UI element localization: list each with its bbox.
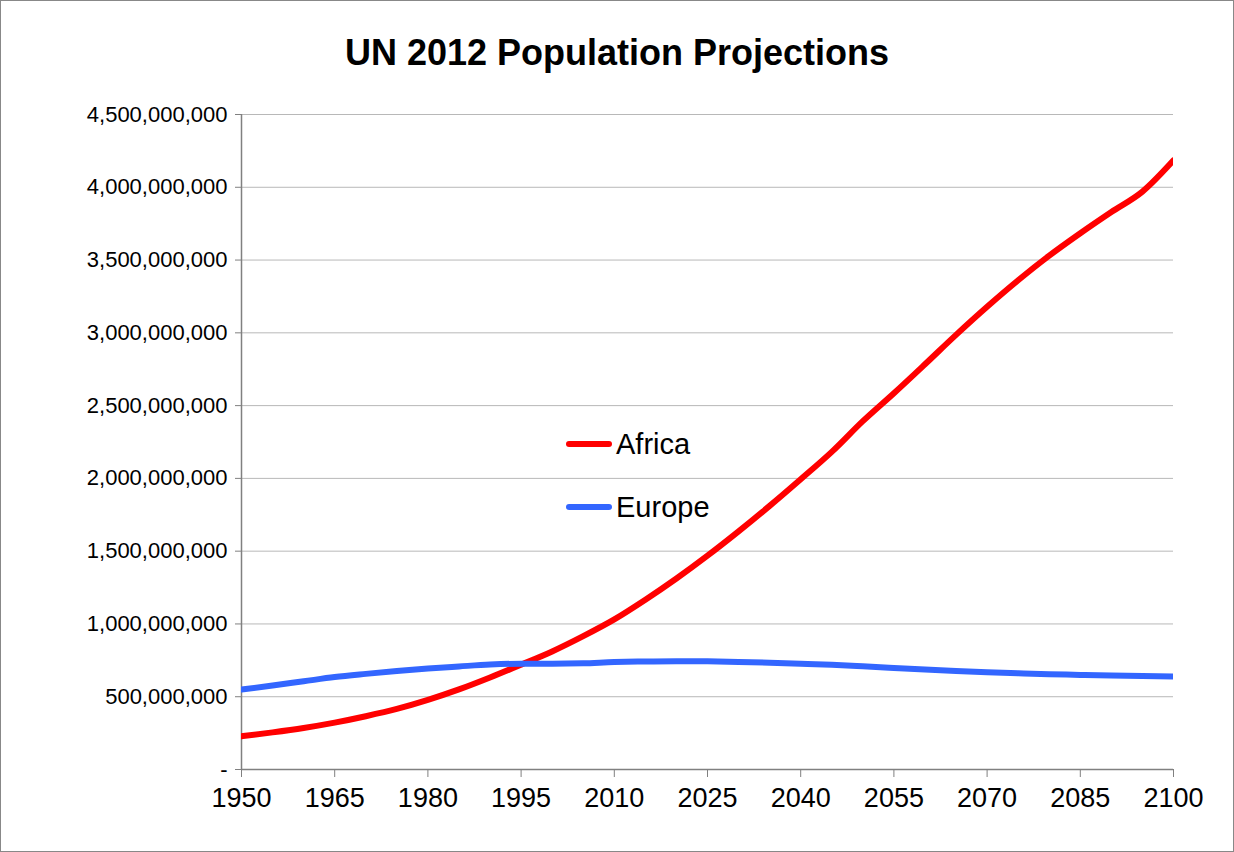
svg-text:4,000,000,000: 4,000,000,000 bbox=[87, 174, 228, 199]
svg-text:2,500,000,000: 2,500,000,000 bbox=[87, 393, 228, 418]
svg-text:3,500,000,000: 3,500,000,000 bbox=[87, 247, 228, 272]
svg-text:4,500,000,000: 4,500,000,000 bbox=[87, 102, 228, 127]
svg-text:2,000,000,000: 2,000,000,000 bbox=[87, 465, 228, 490]
svg-text:3,000,000,000: 3,000,000,000 bbox=[87, 320, 228, 345]
svg-text:2055: 2055 bbox=[864, 783, 924, 813]
svg-text:-: - bbox=[220, 757, 227, 782]
html-text:Africa: Africa bbox=[616, 427, 691, 460]
html-text:Europe: Europe bbox=[616, 490, 710, 523]
html-text:UN 2012 Population Projections: UN 2012 Population Projections bbox=[344, 32, 890, 73]
svg-text:2025: 2025 bbox=[677, 783, 737, 813]
svg-text:1980: 1980 bbox=[398, 783, 458, 813]
svg-text:500,000,000: 500,000,000 bbox=[105, 684, 227, 709]
svg-text:1,000,000,000: 1,000,000,000 bbox=[87, 611, 228, 636]
svg-text:1950: 1950 bbox=[211, 783, 271, 813]
svg-text:2040: 2040 bbox=[771, 783, 831, 813]
svg-text:1,500,000,000: 1,500,000,000 bbox=[87, 538, 228, 563]
svg-text:2070: 2070 bbox=[957, 783, 1017, 813]
svg-text:2085: 2085 bbox=[1050, 783, 1110, 813]
svg-text:1965: 1965 bbox=[305, 783, 365, 813]
svg-text:2010: 2010 bbox=[584, 783, 644, 813]
svg-text:2100: 2100 bbox=[1143, 783, 1203, 813]
svg-text:1995: 1995 bbox=[491, 783, 551, 813]
